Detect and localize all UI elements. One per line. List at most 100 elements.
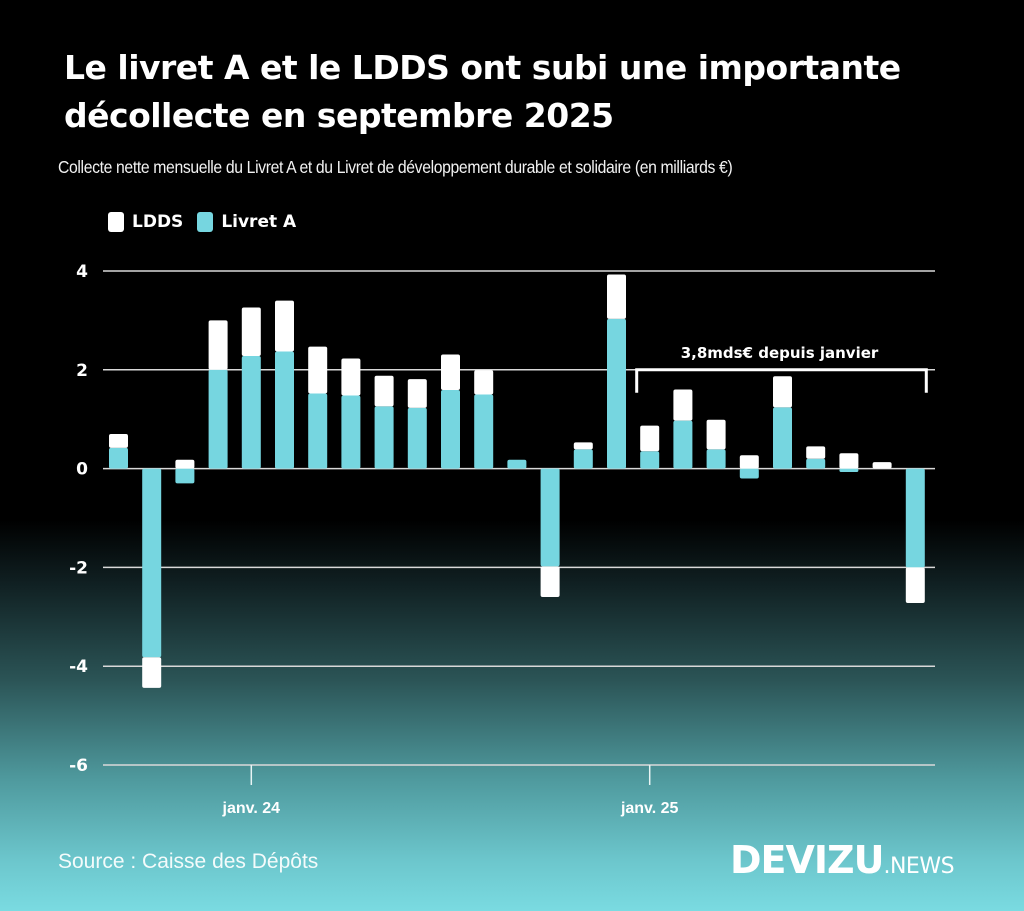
chart-subtitle: Collecte nette mensuelle du Livret A et … [58,157,733,177]
bar-group [374,375,394,469]
bar-ldds [474,370,494,395]
bar-group [474,370,494,469]
bar-group [806,446,826,469]
legend-item-ldds: LDDS [108,212,183,232]
bar-group [872,462,892,469]
bar-group [640,425,660,469]
bar-ldds [208,320,228,370]
bar-group [507,459,527,469]
bar-livret-a [142,468,162,658]
legend-swatch-ldds [108,212,124,232]
bar-livret-a [773,407,792,469]
bar-group [142,468,162,688]
bar-ldds [374,375,394,407]
y-tick-label: -2 [69,558,88,578]
bar-ldds [839,453,859,469]
bar-livret-a [839,468,859,473]
y-tick-label: 0 [76,460,88,480]
bar-ldds [773,376,792,408]
y-tick-label: -6 [69,756,88,776]
bar-ldds [905,567,925,603]
bar-livret-a [739,468,759,479]
bar-ldds [441,354,460,391]
bar-ldds [872,462,892,469]
bar-ldds [806,446,826,459]
bar-group [773,376,792,469]
bar-livret-a [507,459,527,469]
bar-livret-a [341,395,361,469]
bar-ldds [142,657,162,688]
bar-livret-a [540,468,560,567]
bar-livret-a [806,458,826,469]
bar-group [308,346,328,469]
bar-group [540,468,560,598]
bar-group [175,459,195,484]
bar-ldds [241,307,261,356]
bar-group [407,379,427,469]
bar-livret-a [573,449,593,469]
bar-livret-a [407,407,427,469]
bar-ldds [540,566,560,598]
chart-title: Le livret A et le LDDS ont subi une impo… [64,48,901,135]
bar-ldds [673,389,693,421]
bar-livret-a [905,468,925,568]
bar-livret-a [308,393,328,469]
legend-label-livret-a: Livret A [221,212,297,232]
legend-swatch-livret-a [197,212,214,232]
bar-ldds [607,274,626,319]
bar-livret-a [474,394,494,469]
bar-livret-a [706,449,726,469]
bar-ldds [407,379,427,408]
bar-livret-a [374,406,394,469]
bar-ldds [308,346,328,394]
source-note: Source : Caisse des Dépôts [58,850,319,873]
bar-group [607,274,626,469]
bar-ldds [275,300,294,352]
bar-group [673,389,693,469]
bracket-line [635,368,928,393]
bar-group [208,320,228,469]
bar-livret-a [275,351,294,469]
bar-ldds [573,442,593,450]
bar-group [341,358,361,469]
brand-logo: DEVIZU.NEWS [730,838,955,882]
x-tick-label: janv. 24 [222,800,281,817]
y-tick-label: 2 [76,361,88,381]
bar-livret-a [673,420,693,469]
legend-label-ldds: LDDS [132,212,184,232]
bar-ldds [739,455,759,469]
bar-group [839,453,859,473]
bar-livret-a [208,369,228,469]
bar-livret-a [109,447,128,469]
logo-main: DEVIZU [730,838,884,882]
bar-ldds [706,419,726,450]
bar-ldds [109,434,128,448]
bar-ldds [175,459,195,469]
bar-group [275,300,294,469]
bar-ldds [640,425,660,452]
y-tick-label: -4 [69,657,88,677]
bar-group [441,354,460,469]
y-axis: 4 2 0 -2 -4 -6 [69,262,88,776]
bar-livret-a [640,451,660,469]
bar-livret-a [175,468,195,484]
x-axis: janv. 24 janv. 25 [222,765,679,817]
bar-livret-a [241,355,261,469]
bar-ldds [341,358,361,396]
y-tick-label: 4 [76,262,88,282]
logo-sub: .NEWS [883,854,955,879]
annotation-label: 3,8mds€ depuis janvier [681,344,879,362]
bar-group [739,455,759,479]
annotation-bracket: 3,8mds€ depuis janvier [635,344,928,393]
legend-item-livret-a: Livret A [197,212,296,232]
bar-group [241,307,261,469]
x-tick-label: janv. 25 [620,800,679,817]
bar-group [706,419,726,469]
bar-group [905,468,925,603]
bars [109,274,925,688]
legend: LDDS Livret A [108,212,300,232]
bar-livret-a [607,318,626,469]
bar-group [109,434,128,469]
bar-group [573,442,593,469]
